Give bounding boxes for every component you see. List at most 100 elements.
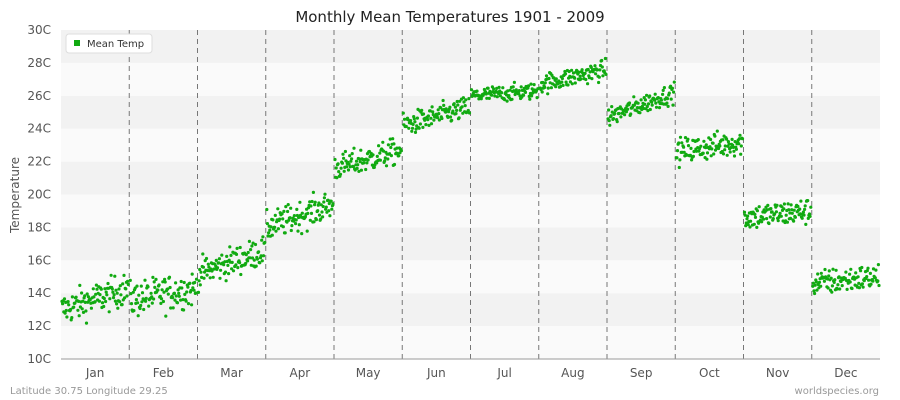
data-point (770, 210, 774, 214)
data-point (413, 130, 418, 134)
data-point (383, 156, 387, 160)
data-point (848, 272, 852, 276)
data-point (866, 266, 870, 270)
data-point (611, 117, 616, 121)
data-point (586, 67, 590, 72)
data-point (404, 124, 408, 129)
data-point (74, 295, 78, 299)
data-point (274, 229, 278, 233)
data-point (321, 204, 325, 209)
data-point (222, 263, 226, 267)
data-point (597, 75, 601, 79)
data-point (300, 211, 304, 215)
data-point (286, 209, 290, 214)
data-point (512, 80, 517, 84)
data-point (648, 107, 652, 112)
data-point (454, 112, 458, 116)
data-point (138, 306, 142, 311)
data-point (231, 269, 236, 273)
data-point (437, 112, 441, 116)
data-point (298, 200, 302, 204)
data-point (179, 298, 183, 302)
data-point (455, 108, 459, 112)
data-point (475, 89, 479, 93)
data-point (63, 311, 67, 315)
data-point (800, 216, 804, 220)
footer-coordinates: Latitude 30.75 Longitude 29.25 (10, 386, 168, 397)
y-tick-label: 26C (27, 89, 51, 103)
data-point (297, 215, 301, 220)
data-point (407, 126, 411, 130)
data-point (802, 213, 806, 217)
data-point (519, 85, 523, 89)
data-point (217, 261, 221, 265)
data-point (160, 288, 164, 292)
data-point (354, 159, 359, 163)
data-point (806, 199, 810, 203)
data-point (350, 152, 354, 156)
data-point (789, 203, 793, 207)
data-point (500, 91, 504, 95)
data-point (595, 68, 600, 72)
data-point (510, 97, 514, 101)
data-point (105, 293, 109, 297)
data-point (530, 94, 534, 98)
data-point (780, 205, 784, 209)
data-point (192, 288, 196, 292)
data-point (190, 272, 194, 276)
data-point (359, 168, 363, 172)
data-point (877, 283, 881, 288)
data-point (753, 215, 758, 219)
data-point (771, 217, 775, 221)
data-point (788, 216, 793, 220)
data-point (694, 149, 699, 153)
data-point (331, 202, 335, 206)
data-point (632, 95, 636, 99)
data-point (77, 299, 81, 303)
data-point (561, 83, 565, 87)
data-point (161, 280, 165, 284)
data-point (834, 268, 838, 272)
data-point (108, 297, 112, 301)
data-point (174, 294, 178, 298)
data-point (593, 64, 597, 68)
data-point (711, 141, 715, 145)
data-point (163, 280, 167, 284)
data-point (526, 84, 531, 88)
data-point (573, 76, 577, 80)
data-point (276, 227, 280, 231)
data-point (236, 266, 240, 270)
data-point (175, 301, 180, 305)
data-point (451, 109, 455, 113)
data-point (547, 76, 551, 81)
data-point (208, 276, 212, 280)
data-point (166, 292, 170, 296)
y-tick-label: 28C (27, 56, 51, 70)
data-point (290, 224, 294, 228)
data-point (563, 69, 567, 74)
data-point (83, 294, 87, 298)
data-point (124, 287, 128, 291)
data-point (115, 302, 119, 306)
data-point (162, 290, 166, 294)
data-point (432, 118, 436, 122)
data-point (173, 298, 177, 302)
data-point (95, 287, 99, 291)
data-point (786, 202, 790, 206)
data-point (278, 217, 282, 221)
data-point (65, 315, 69, 319)
data-points (60, 56, 881, 325)
data-point (268, 228, 272, 232)
data-point (765, 217, 769, 221)
data-point (83, 300, 87, 304)
data-point (677, 141, 681, 145)
data-point (718, 144, 722, 148)
data-point (333, 157, 337, 162)
data-point (93, 300, 97, 304)
data-point (223, 260, 227, 264)
data-point (830, 290, 834, 294)
data-point (792, 219, 796, 223)
y-tick-label: 18C (27, 220, 51, 234)
data-point (755, 209, 760, 213)
data-point (254, 264, 258, 268)
